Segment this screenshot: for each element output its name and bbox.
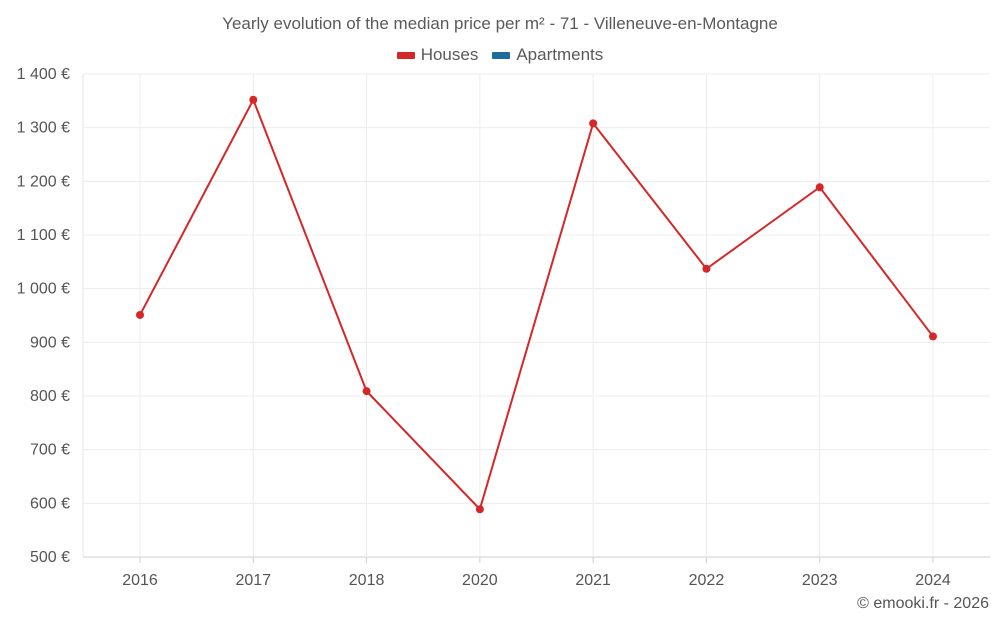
x-tick-label: 2018 (349, 572, 385, 589)
grid-lines (83, 73, 990, 558)
y-tick-label: 500 € (30, 549, 70, 566)
legend-item-houses[interactable]: Houses (396, 45, 479, 65)
chart-title: Yearly evolution of the median price per… (222, 14, 778, 33)
legend-swatch-houses (396, 51, 415, 59)
data-points (136, 95, 937, 514)
x-tick-label: 2017 (235, 572, 271, 589)
x-tick-label: 2020 (462, 572, 498, 589)
x-tick-label: 2022 (689, 572, 725, 589)
y-tick-label: 800 € (30, 388, 70, 405)
y-tick-label: 1 000 € (17, 281, 70, 298)
y-tick-label: 600 € (30, 495, 70, 512)
chart-legend: Houses Apartments (0, 45, 1000, 65)
x-tick-label: 2024 (915, 572, 951, 589)
y-tick-label: 1 400 € (17, 66, 70, 83)
data-point-houses[interactable] (589, 119, 598, 128)
legend-label-apartments: Apartments (516, 45, 604, 64)
data-point-houses[interactable] (929, 332, 937, 341)
y-tick-label: 1 300 € (17, 120, 70, 137)
y-tick-label: 1 100 € (17, 227, 70, 244)
y-tick-label: 700 € (30, 442, 70, 459)
data-point-houses[interactable] (702, 264, 711, 273)
y-tick-label: 1 200 € (17, 173, 70, 190)
x-tick-label: 2023 (802, 572, 838, 589)
data-point-houses[interactable] (136, 310, 144, 319)
x-tick-label: 2021 (575, 572, 611, 589)
x-tick-label: 2016 (122, 572, 158, 589)
axes: 500 € 600 € 700 € 800 € 900 € 1 000 € 1 100 € 1… (17, 66, 951, 589)
credit-text: © emooki.fr - 2026 (857, 595, 989, 612)
legend-swatch-apartments (492, 51, 511, 59)
legend-item-apartments[interactable]: Apartments (492, 45, 603, 65)
y-tick-label: 900 € (30, 334, 70, 351)
data-point-houses[interactable] (362, 387, 371, 396)
data-point-houses[interactable] (475, 505, 484, 514)
series-line-houses (139, 97, 934, 512)
data-point-houses[interactable] (249, 95, 258, 104)
legend-label-houses: Houses (420, 45, 479, 64)
data-point-houses[interactable] (815, 183, 824, 192)
series-lines (139, 97, 934, 512)
